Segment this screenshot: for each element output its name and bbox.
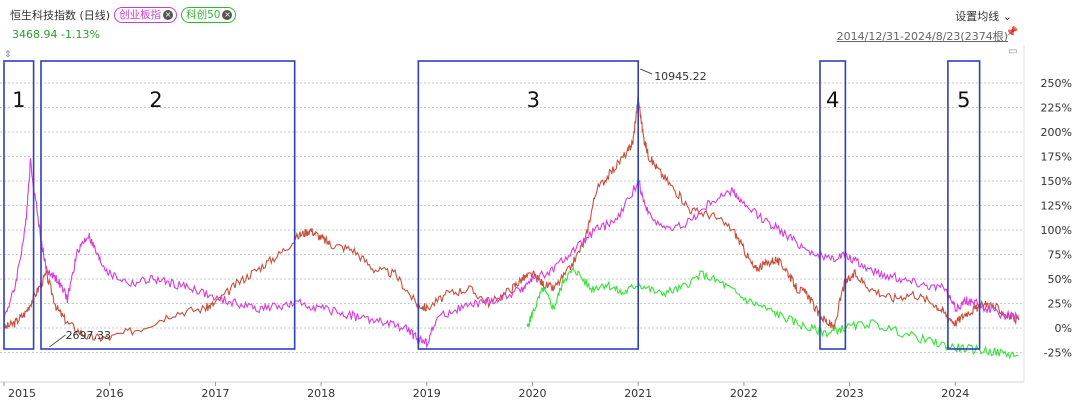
x-tick-label: 2015 bbox=[8, 387, 36, 400]
annotation-label: 2697.33 bbox=[66, 329, 112, 342]
y-tick-label: 0% bbox=[1055, 322, 1072, 335]
box-label: 1 bbox=[12, 88, 25, 112]
toolbar-icon[interactable]: ▭ bbox=[1008, 46, 1018, 57]
series-lines bbox=[3, 95, 1020, 360]
grid-lines bbox=[0, 82, 1024, 353]
y-tick-label: 100% bbox=[1041, 224, 1072, 237]
highlight-box bbox=[40, 60, 296, 350]
x-tick-label: 2017 bbox=[201, 387, 229, 400]
y-tick-label: 125% bbox=[1041, 200, 1072, 213]
y-tick-label: 75% bbox=[1048, 249, 1072, 262]
y-tick-label: -25% bbox=[1044, 347, 1072, 360]
highlight-box bbox=[417, 60, 639, 350]
y-tick-label: 225% bbox=[1041, 102, 1072, 115]
series-line bbox=[3, 95, 1020, 342]
annotations: 2697.33 10945.22 bbox=[49, 68, 707, 348]
change-percent: -1.13% bbox=[61, 28, 100, 41]
highlight-box bbox=[819, 60, 847, 350]
x-tick-label: 2021 bbox=[624, 387, 652, 400]
y-tick-label: 175% bbox=[1041, 151, 1072, 164]
close-icon[interactable]: × bbox=[222, 10, 233, 20]
collapse-icon[interactable]: ⇕ bbox=[4, 50, 12, 60]
y-axis: 250% 225% 200% 175% 150% 125% 100% 75% 50% 25% 0% -… bbox=[1023, 45, 1072, 382]
box-label: 5 bbox=[957, 88, 970, 112]
box-label: 4 bbox=[826, 88, 839, 112]
box-label: 3 bbox=[527, 88, 540, 112]
y-tick-label: 50% bbox=[1048, 273, 1072, 286]
index-title[interactable]: 恒生科技指数 (日线) bbox=[10, 9, 111, 22]
last-value: 3468.94 bbox=[12, 28, 58, 41]
x-tick-label: 2020 bbox=[518, 387, 546, 400]
series-line bbox=[3, 158, 1019, 349]
highlight-boxes: 1 2 3 4 5 bbox=[3, 60, 981, 350]
ma-settings-label: 设置均线 bbox=[955, 10, 1000, 23]
chart-header: 恒生科技指数 (日线) 创业板指 × 科创50 × bbox=[10, 7, 237, 23]
x-tick-label: 2019 bbox=[413, 387, 441, 400]
y-tick-label: 200% bbox=[1041, 126, 1072, 139]
y-tick-label: 250% bbox=[1041, 77, 1072, 90]
x-axis: 2015 2016 2017 2018 2019 2020 2021 2022 2023 2024 bbox=[0, 381, 1024, 400]
close-icon[interactable]: × bbox=[163, 10, 174, 20]
compare-tag-chinext[interactable]: 创业板指 × bbox=[114, 7, 178, 23]
chevron-down-icon: ⌄ bbox=[1002, 10, 1012, 23]
annotation-arrow bbox=[49, 334, 66, 348]
annotation-label: 10945.22 bbox=[654, 70, 707, 83]
series-line bbox=[526, 266, 1019, 360]
compare-tag-label: 科创50 bbox=[186, 9, 221, 21]
x-tick-label: 2023 bbox=[836, 387, 864, 400]
y-tick-label: 150% bbox=[1041, 175, 1072, 188]
x-tick-label: 2022 bbox=[730, 387, 758, 400]
compare-tag-star50[interactable]: 科创50 × bbox=[181, 7, 237, 23]
compare-tag-label: 创业板指 bbox=[119, 9, 162, 21]
x-tick-label: 2018 bbox=[307, 387, 335, 400]
ma-settings-button[interactable]: 设置均线 ⌄ bbox=[955, 8, 1012, 24]
last-price: 3468.94 -1.13% bbox=[12, 28, 100, 41]
box-label: 2 bbox=[149, 88, 162, 112]
x-tick-label: 2016 bbox=[96, 387, 124, 400]
highlight-box bbox=[947, 60, 981, 350]
y-tick-label: 25% bbox=[1048, 298, 1072, 311]
x-tick-label: 2024 bbox=[941, 387, 969, 400]
annotation-arrow bbox=[640, 68, 653, 75]
pin-icon[interactable]: 📌 bbox=[1005, 27, 1018, 38]
highlight-box bbox=[3, 60, 35, 350]
date-range[interactable]: 2014/12/31-2024/8/23(2374根) bbox=[836, 30, 1008, 43]
